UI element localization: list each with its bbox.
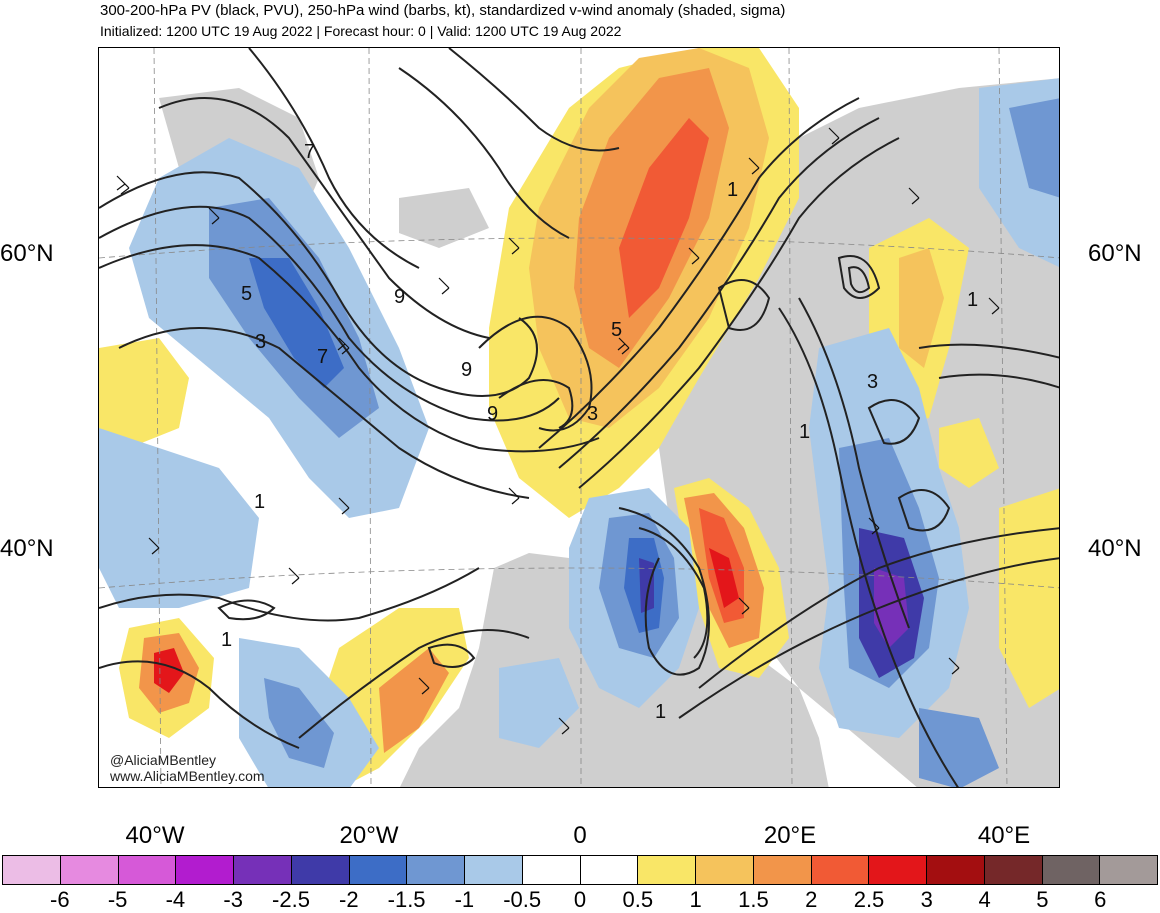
contour-label: 3 xyxy=(587,403,598,425)
colorbar-tick-label: 1.5 xyxy=(738,887,769,912)
lat-label-40n-right: 40°N xyxy=(1088,535,1142,562)
contour-label: 9 xyxy=(394,286,405,308)
colorbar-tick-label: 0 xyxy=(573,887,587,912)
colorbar-swatch xyxy=(927,856,985,884)
colorbar-swatch xyxy=(984,856,1043,884)
colorbar-tick-label: -2 xyxy=(339,887,359,912)
colorbar-swatch xyxy=(522,856,581,884)
colorbar-tick-label: 6 xyxy=(1094,887,1107,912)
map-title: 300-200-hPa PV (black, PVU), 250-hPa win… xyxy=(100,2,786,19)
negative-anomaly-shading xyxy=(99,78,1059,787)
colorbar-tick-label: -1 xyxy=(454,887,475,912)
contour-label: 1 xyxy=(655,701,666,723)
watermark-url: www.AliciaMBentley.com xyxy=(110,768,265,784)
colorbar-tick-label: -0.5 xyxy=(503,887,542,912)
contour-label: 1 xyxy=(799,421,810,443)
contour-label: 3 xyxy=(867,371,878,393)
colorbar-swatch xyxy=(811,856,870,884)
colorbar-swatch xyxy=(349,856,408,884)
contour-label: 7 xyxy=(304,141,315,163)
colorbar-swatch xyxy=(465,856,523,884)
colorbar-tick-label: -3 xyxy=(223,887,243,912)
wind-barbs xyxy=(116,127,1000,735)
map-subtitle: Initialized: 1200 UTC 19 Aug 2022 | Fore… xyxy=(100,23,622,39)
lon-label-20e: 20°E xyxy=(763,822,817,849)
colorbar-swatch xyxy=(234,856,292,884)
lat-label-60n-left: 60°N xyxy=(0,240,54,267)
colorbar-swatch xyxy=(1100,856,1157,884)
lon-label-40w: 40°W xyxy=(125,822,185,849)
contour-label-group: 7 5 3 7 9 9 9 1 5 3 1 1 3 1 1 1 xyxy=(221,141,978,723)
contour-label: 7 xyxy=(317,346,328,368)
contour-label: 1 xyxy=(967,289,978,311)
lon-label-40e: 40°E xyxy=(977,822,1031,849)
colorbar-tick-label: 5 xyxy=(1036,887,1049,912)
colorbar-swatch xyxy=(1042,856,1101,884)
colorbar-tick-label: -6 xyxy=(50,887,70,912)
colorbar-swatch xyxy=(869,856,927,884)
colorbar-swatch xyxy=(696,856,754,884)
colorbar-swatch xyxy=(60,856,119,884)
contour-label: 5 xyxy=(241,283,252,305)
watermark-handle: @AliciaMBentley xyxy=(110,752,217,768)
contour-label: 1 xyxy=(221,629,232,651)
contour-label: 5 xyxy=(611,319,622,341)
colorbar-swatch xyxy=(753,856,812,884)
colorbar-tick-label: -2.5 xyxy=(272,887,310,912)
map-panel: 7 5 3 7 9 9 9 1 5 3 1 1 3 1 1 1 xyxy=(98,47,1060,788)
map-canvas: 7 5 3 7 9 9 9 1 5 3 1 1 3 1 1 1 xyxy=(99,48,1059,787)
colorbar-tick-label: -4 xyxy=(165,887,186,912)
contour-label: 9 xyxy=(461,359,472,381)
pv-contours xyxy=(99,48,1059,787)
lat-label-60n-right: 60°N xyxy=(1088,240,1142,267)
colorbar-tick-label: 1 xyxy=(689,887,702,912)
colorbar-tick-label: 3 xyxy=(920,887,933,912)
contour-label: 1 xyxy=(727,179,738,201)
colorbar-tick-label: 4 xyxy=(978,887,991,912)
contour-label: 9 xyxy=(487,403,498,425)
lon-label-20w: 20°W xyxy=(339,822,399,849)
colorbar-swatch xyxy=(176,856,234,884)
lat-label-40n-left: 40°N xyxy=(0,535,54,562)
colorbar-swatch xyxy=(118,856,177,884)
colorbar-swatch xyxy=(407,856,465,884)
colorbar-swatch xyxy=(291,856,350,884)
colorbar-tick-label: -5 xyxy=(107,887,128,912)
lon-label-0: 0 xyxy=(573,822,587,849)
colorbar-tick-label: 2.5 xyxy=(853,887,885,912)
colorbar-tick-label: 0.5 xyxy=(622,887,654,912)
contour-label: 3 xyxy=(255,331,266,353)
colorbar-tick-label: -1.5 xyxy=(387,887,426,912)
colorbar xyxy=(2,855,1158,885)
colorbar-swatch xyxy=(3,856,61,884)
colorbar-swatch xyxy=(638,856,696,884)
colorbar-tick-label: 2 xyxy=(805,887,818,912)
contour-label: 1 xyxy=(254,491,265,513)
colorbar-swatch xyxy=(580,856,639,884)
